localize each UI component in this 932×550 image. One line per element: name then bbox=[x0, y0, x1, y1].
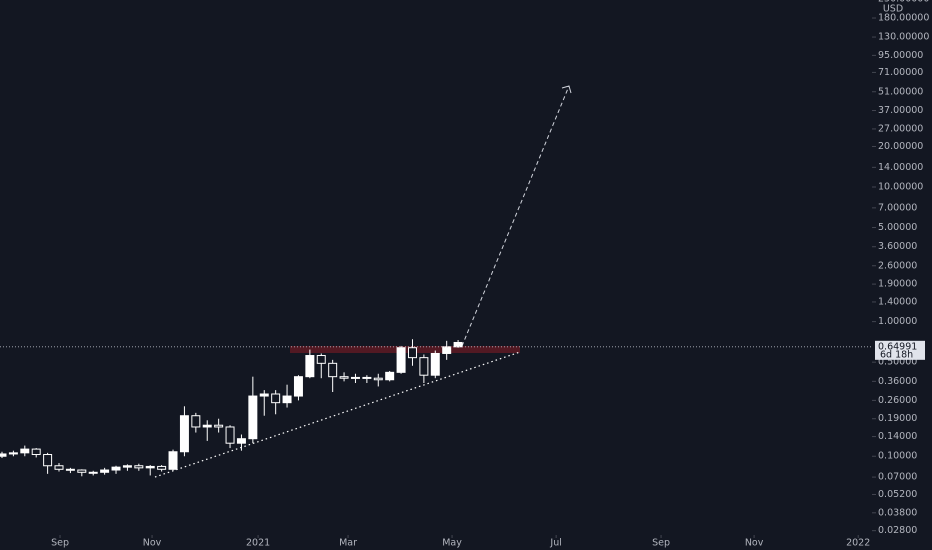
candle-body bbox=[362, 376, 372, 379]
y-tick-label: 180.00000 bbox=[878, 13, 929, 24]
candle-body bbox=[134, 465, 144, 469]
price-label: 0.64991 bbox=[878, 341, 917, 352]
y-tick-label: 0.19000 bbox=[878, 413, 917, 424]
candle-body bbox=[0, 453, 7, 457]
y-tick-label: 20.00000 bbox=[878, 141, 923, 152]
candle-body bbox=[282, 395, 292, 404]
candle-body bbox=[442, 346, 452, 354]
candle-body bbox=[43, 454, 53, 467]
y-tick-label: 1.40000 bbox=[878, 296, 917, 307]
candle-body bbox=[373, 377, 383, 381]
candle-body bbox=[179, 415, 189, 453]
candle-body bbox=[316, 355, 326, 364]
price-label-box bbox=[875, 340, 925, 360]
candle-body bbox=[54, 465, 64, 470]
candle-body bbox=[122, 465, 132, 468]
y-tick-label: 0.50000 bbox=[878, 357, 917, 368]
candle-body bbox=[168, 451, 178, 470]
candle-body bbox=[339, 376, 349, 379]
candle-body bbox=[407, 347, 417, 359]
candle-body bbox=[202, 424, 212, 428]
x-tick-label: Mar bbox=[339, 538, 357, 549]
y-tick-label: 7.00000 bbox=[878, 202, 917, 213]
x-tick-label: Jul bbox=[549, 538, 561, 549]
candle-body bbox=[20, 448, 30, 454]
y-tick-label: 2.60000 bbox=[878, 260, 917, 271]
x-tick-label: Sep bbox=[652, 538, 670, 549]
candle-body bbox=[65, 468, 75, 471]
candle-body bbox=[214, 424, 224, 428]
projection-arrow bbox=[461, 85, 570, 347]
currency-label: USD bbox=[883, 4, 903, 15]
x-tick-label: Nov bbox=[143, 538, 162, 549]
y-tick-label: 0.14000 bbox=[878, 431, 917, 442]
candle-body bbox=[157, 465, 167, 470]
y-tick-label: 27.00000 bbox=[878, 123, 923, 134]
y-tick-label: 37.00000 bbox=[878, 105, 923, 116]
candle-body bbox=[350, 376, 360, 379]
candle-body bbox=[419, 357, 429, 376]
candle-body bbox=[271, 393, 281, 404]
y-tick-label: 51.00000 bbox=[878, 86, 923, 97]
candle-body bbox=[328, 362, 338, 378]
arrow-head bbox=[561, 85, 572, 94]
y-tick-label: 130.00000 bbox=[878, 32, 929, 43]
y-tick-label: 71.00000 bbox=[878, 67, 923, 78]
y-tick-label: 0.02800 bbox=[878, 525, 917, 536]
y-tick-label: 0.36000 bbox=[878, 376, 917, 387]
countdown-label: 6d 18h bbox=[880, 349, 913, 360]
candle-body bbox=[453, 341, 463, 348]
x-tick-label: May bbox=[442, 538, 462, 549]
candle-body bbox=[259, 393, 269, 397]
trend-line bbox=[154, 351, 521, 478]
candle-body bbox=[191, 415, 201, 428]
candle-body bbox=[248, 395, 258, 440]
candle-body bbox=[293, 376, 303, 397]
candle-body bbox=[8, 452, 18, 455]
candle-body bbox=[305, 355, 315, 378]
y-tick-label: 1.00000 bbox=[878, 316, 917, 327]
x-tick-label: 2022 bbox=[846, 538, 870, 549]
candle-body bbox=[145, 465, 155, 469]
candle-body bbox=[77, 469, 87, 473]
y-tick-label: 5.00000 bbox=[878, 222, 917, 233]
y-tick-label: 10.00000 bbox=[878, 182, 923, 193]
y-tick-label: 3.60000 bbox=[878, 241, 917, 252]
y-tick-label: 0.05200 bbox=[878, 489, 917, 500]
y-tick-label: 95.00000 bbox=[878, 50, 923, 61]
candle-body bbox=[385, 371, 395, 381]
candle-body bbox=[396, 347, 406, 373]
y-tick-label: 0.07000 bbox=[878, 472, 917, 483]
y-tick-label: 0.10000 bbox=[878, 451, 917, 462]
candle-body bbox=[100, 469, 110, 473]
candle-body bbox=[111, 466, 121, 471]
y-tick-label: 1.90000 bbox=[878, 279, 917, 290]
y-tick-label: 14.00000 bbox=[878, 162, 923, 173]
y-tick-label: 0.26000 bbox=[878, 395, 917, 406]
candle-body bbox=[88, 471, 98, 474]
x-tick-label: Nov bbox=[745, 538, 764, 549]
candle-body bbox=[31, 448, 41, 456]
candle-body bbox=[236, 438, 246, 444]
candle-body bbox=[225, 426, 235, 444]
candle-body bbox=[430, 352, 440, 376]
x-tick-label: Sep bbox=[51, 538, 69, 549]
y-tick-label: 250.00000 bbox=[878, 0, 929, 4]
y-tick-label: 0.03800 bbox=[878, 507, 917, 518]
x-tick-label: 2021 bbox=[246, 538, 270, 549]
